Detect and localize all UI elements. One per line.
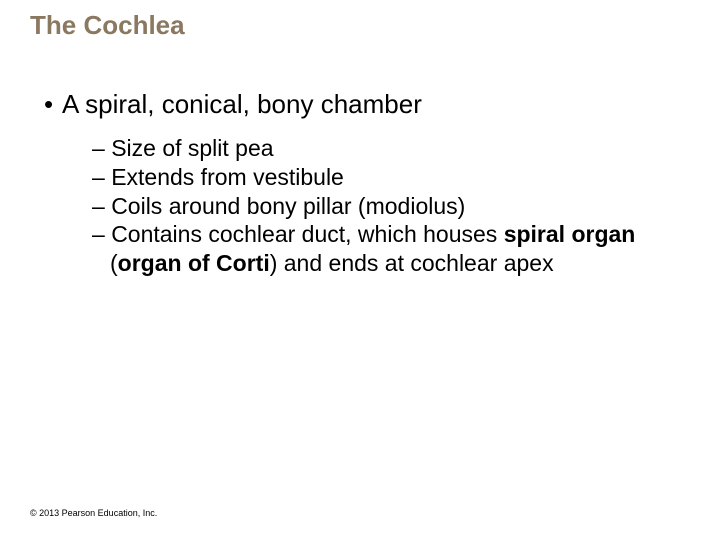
sub-text-e: ) and ends at cochlear apex bbox=[270, 250, 554, 276]
bullet-level1: •A spiral, conical, bony chamber bbox=[44, 89, 690, 120]
copyright-text: © 2013 Pearson Education, Inc. bbox=[30, 508, 157, 518]
bullet-marker: • bbox=[44, 89, 62, 120]
bullet-text: A spiral, conical, bony chamber bbox=[62, 89, 422, 119]
sub-bullet-3: – Coils around bony pillar (modiolus) bbox=[92, 192, 690, 221]
sub-bullet-4: – Contains cochlear duct, which houses s… bbox=[92, 220, 690, 278]
sub-text-bold-2: organ of Corti bbox=[118, 250, 270, 276]
slide-container: The Cochlea •A spiral, conical, bony cha… bbox=[0, 0, 720, 540]
sub-text: Coils around bony pillar (modiolus) bbox=[111, 193, 465, 219]
dash-icon: – bbox=[92, 135, 105, 161]
sub-text-c: ( bbox=[110, 250, 118, 276]
sub-bullet-1: – Size of split pea bbox=[92, 134, 690, 163]
dash-icon: – bbox=[92, 193, 105, 219]
sub-text-a: Contains cochlear duct, which houses bbox=[111, 221, 504, 247]
sub-text-bold-1: spiral organ bbox=[504, 221, 636, 247]
sub-text: Size of split pea bbox=[111, 135, 273, 161]
sub-text: Extends from vestibule bbox=[111, 164, 344, 190]
dash-icon: – bbox=[92, 164, 105, 190]
dash-icon: – bbox=[92, 221, 105, 247]
sub-bullet-2: – Extends from vestibule bbox=[92, 163, 690, 192]
slide-title: The Cochlea bbox=[30, 10, 690, 41]
